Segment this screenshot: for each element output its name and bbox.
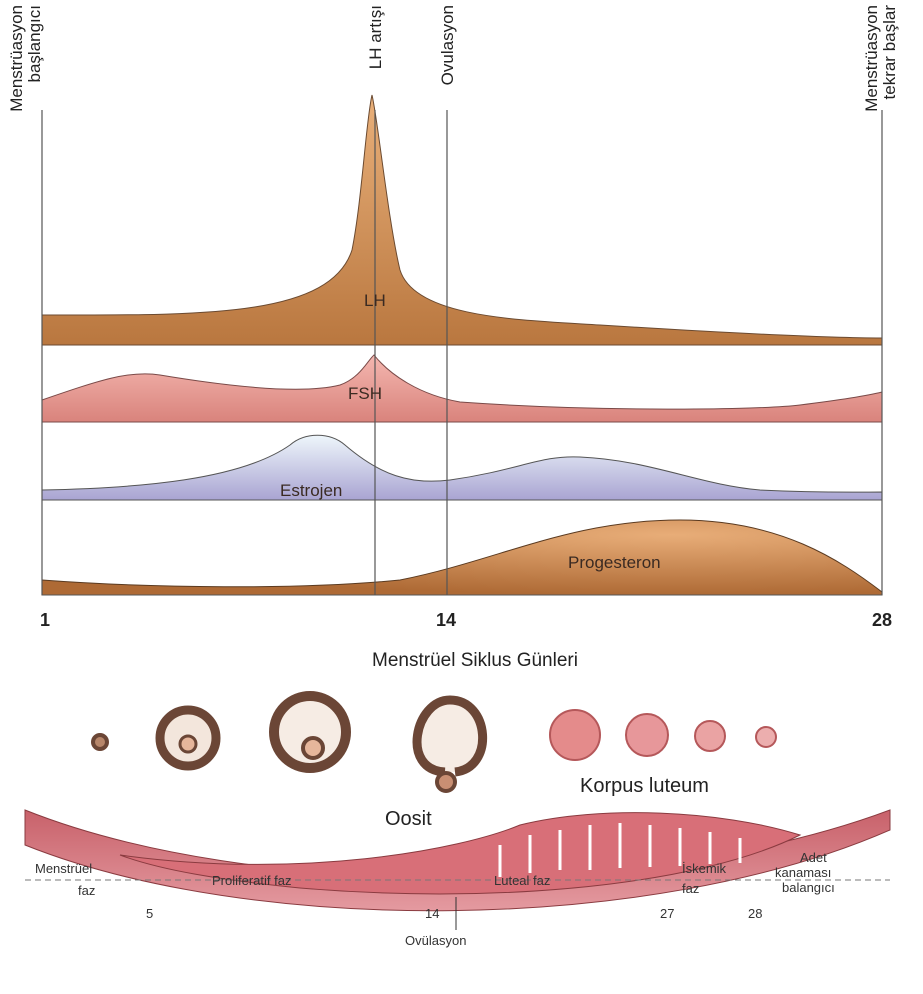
menstrual-cycle-diagram: Menstrüasyon başlangıcı LH artışı Ovulas… [0, 0, 923, 994]
phase-label: kanaması [775, 865, 831, 880]
phase-label: Adet [800, 850, 827, 865]
day-label: 14 [425, 906, 439, 921]
oocyte [180, 736, 196, 752]
phase-label: İskemik [682, 861, 727, 876]
estrogen-curve [42, 435, 882, 500]
phase-label: faz [682, 881, 699, 896]
marker-label: Ovulasyon [438, 5, 457, 85]
marker-label: Menstrüasyon [862, 5, 881, 112]
ovary-label: Oosit [385, 808, 432, 830]
marker-label: başlangıcı [25, 5, 44, 83]
hormone-curves [42, 95, 882, 595]
day-label: 5 [146, 906, 153, 921]
day-label: 28 [872, 610, 892, 630]
corpus-luteum [550, 710, 600, 760]
phase-label: faz [78, 883, 95, 898]
day-label: 28 [748, 906, 762, 921]
phase-label: Luteal faz [494, 873, 550, 888]
hormone-label: LH [364, 291, 386, 310]
lh-curve [42, 95, 882, 345]
follicle [93, 735, 107, 749]
hormone-label: Estrojen [280, 481, 342, 500]
marker-label: Menstrüasyon [7, 5, 26, 112]
corpus-luteum [756, 727, 776, 747]
axis-title: Menstrüel Siklus Günleri [372, 650, 578, 671]
oocyte [303, 738, 323, 758]
ruptured-follicle [417, 700, 483, 772]
fsh-curve [42, 355, 882, 422]
day-label: 1 [40, 610, 50, 630]
released-oocyte [437, 773, 455, 791]
phase-label: Ovülasyon [405, 933, 466, 948]
progesterone-curve [42, 520, 882, 595]
day-label: 27 [660, 906, 674, 921]
corpus-luteum [695, 721, 725, 751]
corpus-luteum [626, 714, 668, 756]
marker-label: LH artışı [366, 5, 385, 69]
phase-label: balangıcı [782, 880, 835, 895]
phase-label: Proliferatif faz [212, 873, 291, 888]
hormone-label: Progesteron [568, 553, 661, 572]
ovary-label: Korpus luteum [580, 775, 709, 797]
phase-label: Menstrüel [35, 861, 92, 876]
day-label: 14 [436, 610, 456, 630]
hormone-label: FSH [348, 384, 382, 403]
marker-label: tekrar başlar [880, 5, 899, 100]
cycle-markers [42, 110, 882, 595]
